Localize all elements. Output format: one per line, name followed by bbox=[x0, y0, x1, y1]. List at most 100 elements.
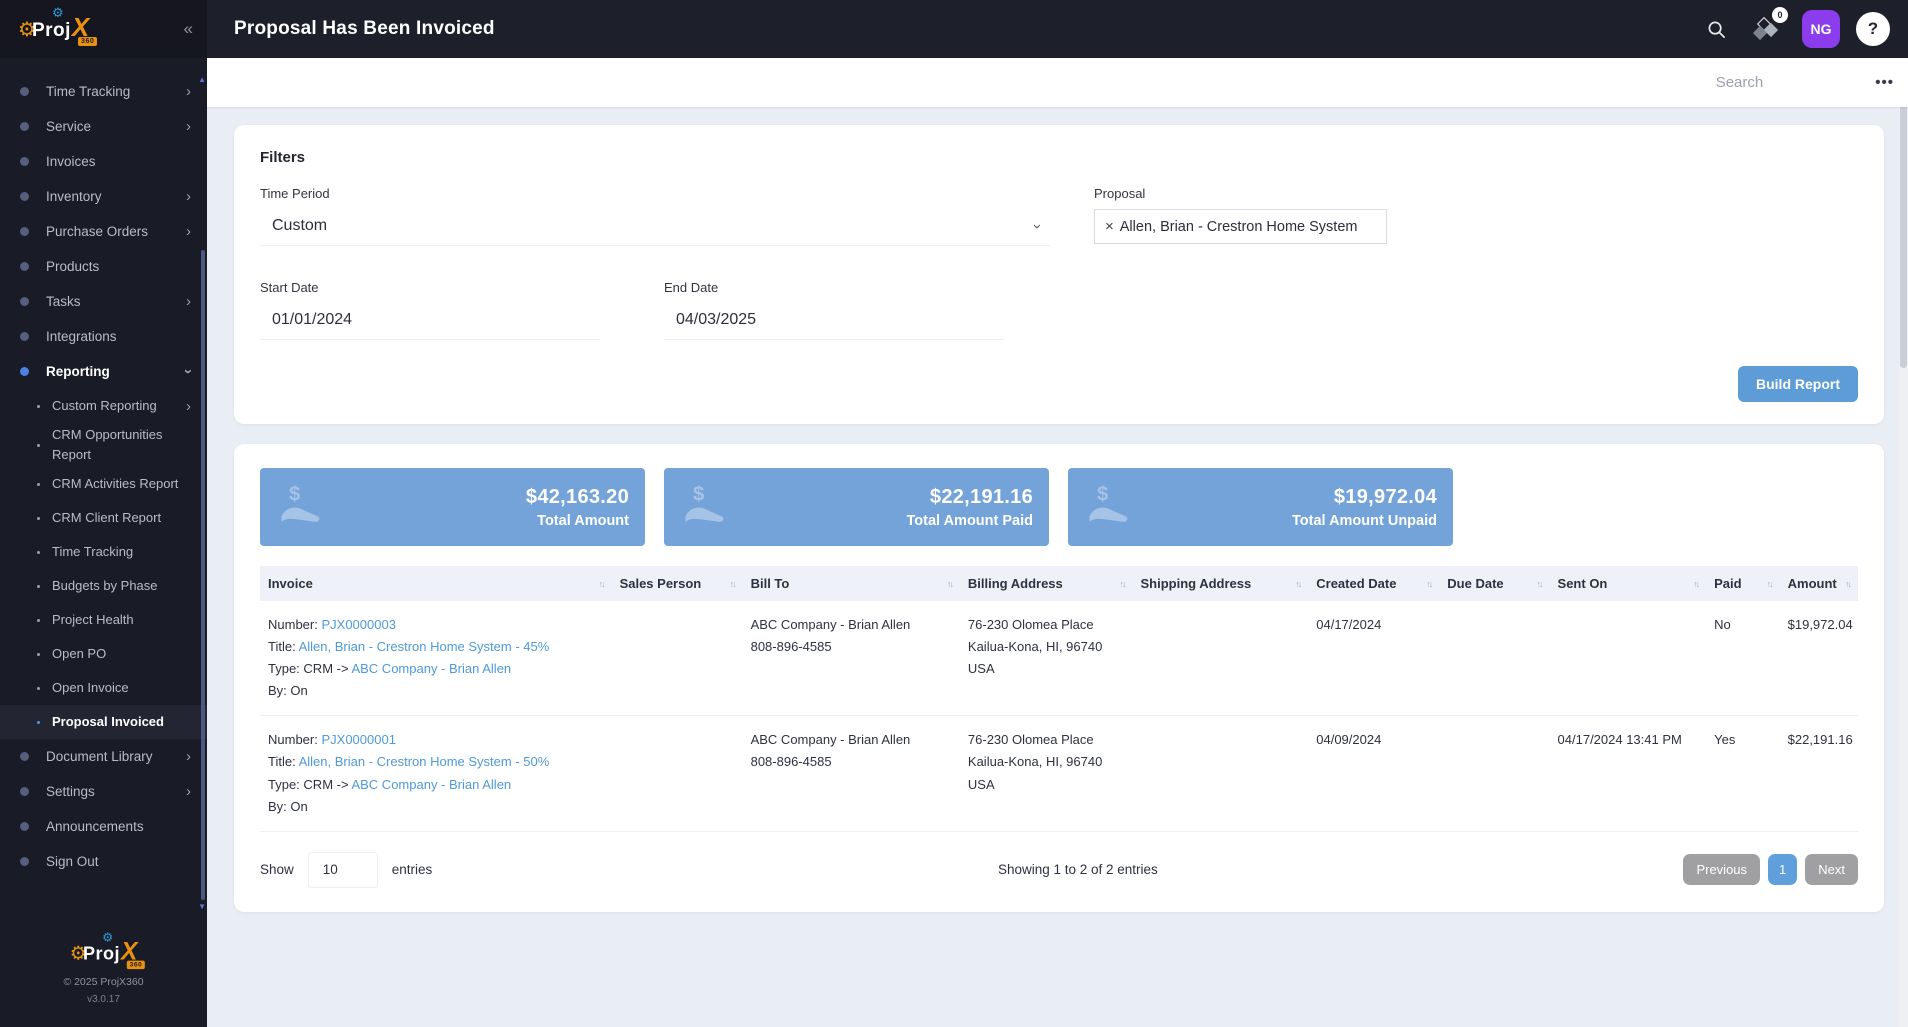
due-date-cell bbox=[1439, 601, 1550, 717]
invoice-title-link[interactable]: Allen, Brian - Crestron Home System - 50… bbox=[298, 754, 550, 770]
user-avatar[interactable]: NG bbox=[1802, 10, 1840, 48]
sidebar-scrollbar[interactable] bbox=[201, 250, 205, 900]
start-date-field: Start Date 01/01/2024 bbox=[260, 280, 664, 340]
sidebar-item-tasks[interactable]: Tasks › bbox=[0, 284, 207, 319]
table-header-row: Invoice ↑↓ Sales Person ↑↓ Bill To ↑↓ Billi… bbox=[260, 566, 1858, 601]
column-header-shipping-address[interactable]: Shipping Address ↑↓ bbox=[1132, 566, 1309, 601]
bullet-icon bbox=[37, 404, 40, 408]
sidebar-item-crm-opportunities-report[interactable]: CRM Opportunities Report bbox=[0, 423, 207, 467]
sidebar-item-reporting[interactable]: Reporting › bbox=[0, 354, 207, 389]
svg-text:$: $ bbox=[1097, 484, 1108, 506]
build-report-button[interactable]: Build Report bbox=[1738, 366, 1858, 402]
invoice-type-link[interactable]: ABC Company - Brian Allen bbox=[351, 661, 512, 677]
page-number-button[interactable]: 1 bbox=[1768, 854, 1798, 886]
table-row: Number: PJX0000003 Title: Allen, Brian -… bbox=[260, 601, 1858, 717]
version-text: v3.0.17 bbox=[87, 994, 120, 1005]
sidebar-scroll-down-icon[interactable]: ▼ bbox=[198, 902, 206, 911]
column-header-due-date[interactable]: Due Date ↑↓ bbox=[1439, 566, 1550, 601]
summary-amount: $19,972.04 bbox=[1333, 485, 1437, 508]
start-date-input[interactable]: 01/01/2024 bbox=[260, 303, 600, 340]
next-page-button[interactable]: Next bbox=[1805, 854, 1858, 886]
sidebar-item-purchase-orders[interactable]: Purchase Orders › bbox=[0, 214, 207, 249]
sidebar-item-custom-reporting[interactable]: Custom Reporting › bbox=[0, 389, 207, 423]
chevron-right-icon: › bbox=[186, 783, 191, 801]
summary-label: Total Amount bbox=[537, 512, 629, 529]
sort-icon: ↑↓ bbox=[1766, 579, 1774, 589]
column-header-paid[interactable]: Paid ↑↓ bbox=[1706, 566, 1780, 601]
sidebar-item-document-library[interactable]: Document Library › bbox=[0, 739, 207, 774]
bullet-icon bbox=[37, 550, 40, 554]
main-area: Proposal Has Been Invoiced 0 NG ? Search… bbox=[207, 0, 1908, 1027]
notifications-icon[interactable]: 0 bbox=[1750, 7, 1788, 47]
sidebar-item-open-invoice[interactable]: Open Invoice bbox=[0, 671, 207, 705]
sort-icon: ↑↓ bbox=[729, 579, 737, 589]
invoices-table: Invoice ↑↓ Sales Person ↑↓ Bill To ↑↓ Billi… bbox=[260, 566, 1858, 832]
sort-icon: ↑↓ bbox=[1119, 579, 1126, 589]
invoice-title-link[interactable]: Allen, Brian - Crestron Home System - 45… bbox=[298, 639, 550, 655]
sidebar-item-proposal-invoiced[interactable]: Proposal Invoiced bbox=[0, 705, 207, 740]
bullet-icon bbox=[37, 686, 40, 690]
sort-icon: ↑↓ bbox=[1295, 579, 1302, 589]
sidebar-item-crm-activities-report[interactable]: CRM Activities Report bbox=[0, 467, 207, 501]
bullet-icon bbox=[37, 618, 40, 622]
search-input[interactable]: Search bbox=[1715, 74, 1764, 91]
invoice-type-link[interactable]: ABC Company - Brian Allen bbox=[351, 776, 512, 792]
sidebar-item-time-tracking-report[interactable]: Time Tracking bbox=[0, 535, 207, 569]
column-header-bill-to[interactable]: Bill To ↑↓ bbox=[742, 566, 960, 601]
sidebar-item-service[interactable]: Service › bbox=[0, 109, 207, 144]
showing-entries-text: Showing 1 to 2 of 2 entries bbox=[997, 862, 1158, 878]
sidebar-collapse-icon[interactable]: « bbox=[183, 19, 193, 38]
column-header-amount[interactable]: Amount ↑↓ bbox=[1779, 566, 1858, 601]
sidebar-item-time-tracking[interactable]: Time Tracking › bbox=[0, 74, 207, 109]
total-amount-card: $ $42,163.20 Total Amount bbox=[260, 468, 645, 546]
sidebar-item-open-po[interactable]: Open PO bbox=[0, 637, 207, 671]
clear-proposal-icon[interactable]: × bbox=[1105, 218, 1114, 235]
gear-icon: ⚙ bbox=[18, 16, 36, 41]
sidebar-item-integrations[interactable]: Integrations bbox=[0, 319, 207, 354]
invoice-number-link[interactable]: PJX0000001 bbox=[321, 732, 396, 748]
search-icon[interactable] bbox=[1698, 11, 1734, 47]
sidebar-item-announcements[interactable]: Announcements bbox=[0, 809, 207, 844]
sort-icon: ↑↓ bbox=[1845, 579, 1852, 589]
sidebar-item-project-health[interactable]: Project Health bbox=[0, 603, 207, 637]
end-date-input[interactable]: 04/03/2025 bbox=[664, 303, 1004, 340]
bullet-icon bbox=[20, 192, 29, 201]
chevron-right-icon: › bbox=[186, 118, 191, 135]
column-header-invoice[interactable]: Invoice ↑↓ bbox=[260, 566, 612, 601]
svg-text:$: $ bbox=[289, 484, 300, 506]
column-header-created-date[interactable]: Created Date ↑↓ bbox=[1308, 566, 1440, 601]
column-header-sent-on[interactable]: Sent On ↑↓ bbox=[1549, 566, 1707, 601]
previous-page-button[interactable]: Previous bbox=[1683, 854, 1761, 886]
bullet-icon bbox=[20, 122, 29, 131]
bullet-icon bbox=[20, 262, 29, 271]
column-header-sales-person[interactable]: Sales Person ↑↓ bbox=[611, 566, 743, 601]
end-date-field: End Date 04/03/2025 bbox=[664, 280, 1068, 340]
more-options-icon[interactable]: ••• bbox=[1875, 74, 1894, 91]
page-scrollbar[interactable] bbox=[1899, 58, 1908, 1027]
sidebar-item-inventory[interactable]: Inventory › bbox=[0, 179, 207, 214]
billing-address-cell: 76-230 Olomea Place Kailua-Kona, HI, 967… bbox=[959, 715, 1133, 832]
sidebar-footer: ⚙ ⚙ Proj X 360 © 2025 ProjX360 v3.0.17 bbox=[0, 932, 207, 1005]
column-header-billing-address[interactable]: Billing Address ↑↓ bbox=[959, 566, 1133, 601]
copyright-text: © 2025 ProjX360 bbox=[63, 976, 144, 988]
scrollbar-thumb[interactable] bbox=[1900, 58, 1907, 368]
bullet-icon bbox=[20, 787, 29, 797]
sidebar-scroll-up-icon[interactable]: ▲ bbox=[198, 75, 206, 84]
chevron-down-icon: › bbox=[180, 369, 197, 374]
sidebar-item-invoices[interactable]: Invoices bbox=[0, 144, 207, 179]
time-period-select[interactable]: Custom › bbox=[260, 209, 1050, 246]
pagination: Previous 1 Next bbox=[1683, 854, 1858, 886]
chevron-down-icon: › bbox=[1029, 223, 1046, 229]
invoice-number-link[interactable]: PJX0000003 bbox=[321, 617, 396, 632]
page-size-input[interactable] bbox=[307, 851, 378, 888]
total-amount-paid-card: $ $22,191.16 Total Amount Paid bbox=[664, 468, 1049, 546]
sidebar-item-products[interactable]: Products bbox=[0, 249, 207, 284]
sidebar-item-budgets-by-phase[interactable]: Budgets by Phase bbox=[0, 569, 207, 603]
sort-icon: ↑↓ bbox=[1536, 579, 1544, 589]
sidebar-item-crm-client-report[interactable]: CRM Client Report bbox=[0, 501, 207, 535]
sidebar-item-settings[interactable]: Settings › bbox=[0, 774, 207, 809]
proposal-select[interactable]: × Allen, Brian - Crestron Home System bbox=[1094, 209, 1387, 244]
help-icon[interactable]: ? bbox=[1856, 12, 1890, 46]
paid-cell: No bbox=[1706, 601, 1780, 717]
sidebar-item-sign-out[interactable]: Sign Out bbox=[0, 844, 207, 879]
